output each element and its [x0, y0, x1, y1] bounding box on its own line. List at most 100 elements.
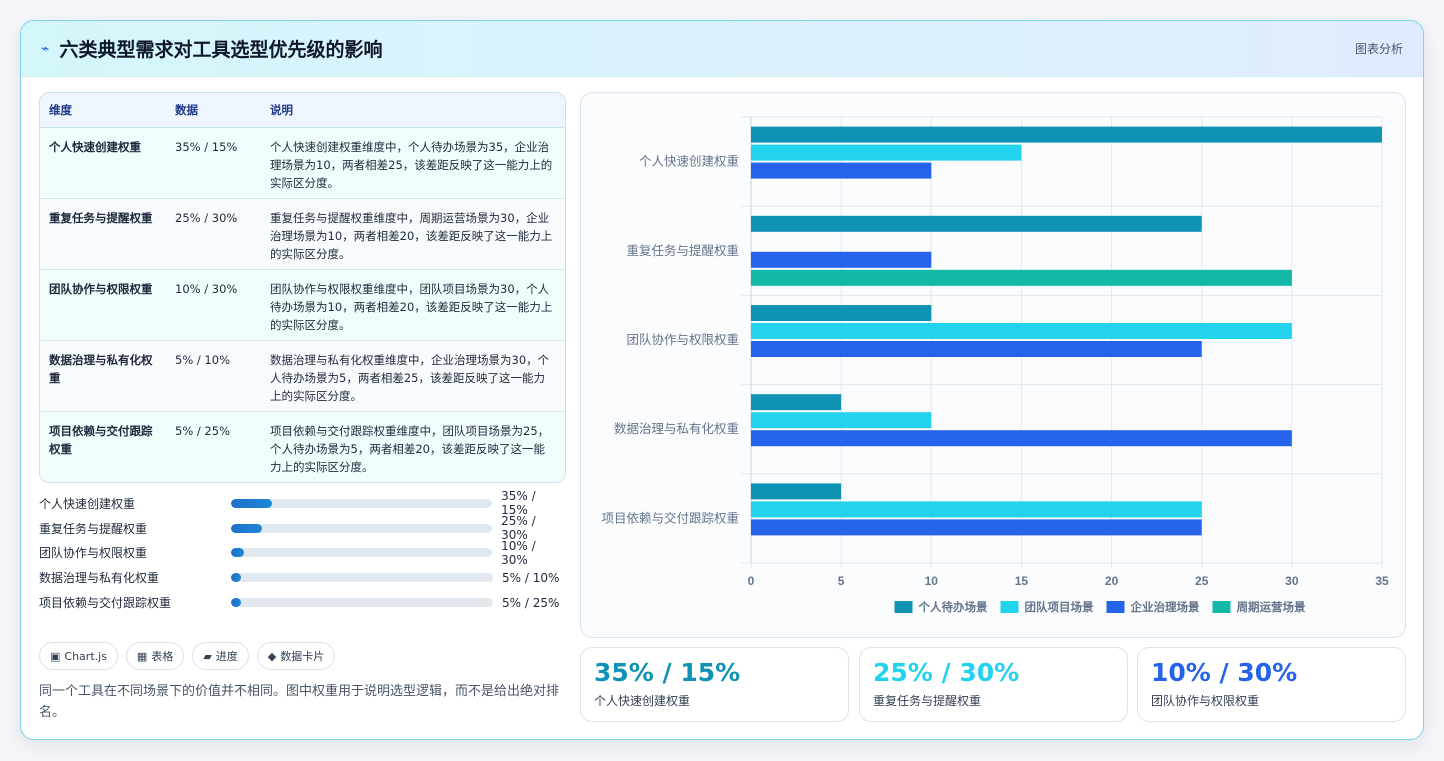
progress-row: 团队协作与权限权重 10% / 30%	[39, 539, 566, 567]
bar	[751, 412, 932, 429]
table-cell-dimension: 个人快速创建权重	[40, 127, 166, 199]
card-header: ⌁ 六类典型需求对工具选型优先级的影响 图表分析	[21, 21, 1423, 77]
bar	[751, 305, 932, 321]
progress-track	[231, 598, 493, 608]
table-header-dimension: 维度	[40, 93, 166, 128]
progress-row: 个人快速创建权重 35% / 15%	[39, 489, 566, 518]
chip-progress[interactable]: ▰ 进度	[192, 642, 249, 670]
table-cell-dimension: 重复任务与提醒权重	[40, 198, 166, 270]
legend-swatch	[1106, 601, 1125, 613]
progress-value: 25% / 30%	[501, 514, 536, 543]
progress-fill	[231, 598, 242, 608]
stat-value: 10% / 30%	[1151, 658, 1298, 687]
x-tick-label: 20	[1105, 574, 1119, 588]
legend-swatch	[1000, 601, 1019, 613]
progress-label: 项目依赖与交付跟踪权重	[39, 596, 172, 611]
table-cell-data: 5% / 25%	[166, 411, 261, 482]
x-tick-label: 15	[1015, 574, 1029, 588]
chip-label: 表格	[151, 650, 174, 663]
diamond-icon: ◆	[267, 649, 277, 663]
table-cell-description: 数据治理与私有化权重维度中，企业治理场景为30，个人待办场景为5，两者相差25，…	[261, 340, 565, 412]
progress-icon: ▰	[203, 649, 212, 663]
table-header-description: 说明	[261, 93, 565, 128]
table-row: 重复任务与提醒权重 25% / 30% 重复任务与提醒权重维度中，周期运营场景为…	[40, 198, 565, 270]
data-table: 维度 数据 说明 个人快速创建权重 35% / 15% 个人快速创建权重维度中，…	[39, 92, 566, 483]
table-row: 团队协作与权限权重 10% / 30% 团队协作与权限权重维度中，团队项目场景为…	[40, 269, 565, 341]
x-tick-label: 10	[925, 574, 939, 588]
bar-chart: 0 5 10 15 20 25 30 35 个人快速创建权重重复任务与提醒权重团队协作与权限权重…	[601, 116, 1389, 614]
progress-fill	[230, 498, 273, 508]
chart-panel: 0 5 10 15 20 25 30 35 个人快速创建权重 重复任务与提醒权重 团队协作与权限权重…	[580, 92, 1406, 638]
progress-label: 数据治理与私有化权重	[39, 571, 160, 586]
table-icon: ▦	[136, 649, 148, 663]
progress-track	[230, 523, 493, 533]
x-tick-label: 5	[838, 574, 845, 588]
progress-value: 5% / 25%	[502, 595, 560, 610]
progress-fill	[230, 523, 262, 533]
chip-row: ▣ Chart.js ▦ 表格 ▰ 进度 ◆ 数据卡片	[39, 642, 336, 670]
table-cell-description: 团队协作与权限权重维度中，团队项目场景为30，个人待办场景为10，两者相差20，…	[261, 269, 565, 341]
bar	[751, 341, 1202, 357]
table-header-data: 数据	[166, 93, 261, 128]
header-tag: 图表分析	[1354, 42, 1403, 56]
stat-value: 35% / 15%	[594, 658, 741, 687]
legend-label: 企业治理场景	[1130, 600, 1200, 614]
progress-label: 团队协作与权限权重	[39, 546, 148, 561]
x-tick-label: 25	[1195, 574, 1209, 588]
progress-value: 35% / 15%	[501, 489, 536, 518]
progress-row: 数据治理与私有化权重 5% / 10%	[39, 565, 566, 590]
table-cell-dimension: 数据治理与私有化权重	[40, 340, 166, 412]
stat-label: 重复任务与提醒权重	[873, 694, 982, 708]
table-cell-description: 个人快速创建权重维度中，个人待办场景为35，企业治理场景为10，两者相差25，该…	[261, 127, 565, 199]
progress-row: 项目依赖与交付跟踪权重 5% / 25%	[39, 590, 566, 615]
bar	[751, 430, 1292, 447]
legend-swatch	[894, 601, 913, 613]
table-cell-dimension: 团队协作与权限权重	[40, 269, 166, 341]
table-row: 项目依赖与交付跟踪权重 5% / 25% 项目依赖与交付跟踪权重维度中，团队项目…	[40, 411, 565, 482]
stat-card: 35% / 15% 个人快速创建权重	[580, 647, 849, 722]
progress-value: 5% / 10%	[502, 570, 560, 585]
chart-icon: ▣	[50, 649, 61, 663]
chip-label: Chart.js	[64, 649, 107, 663]
legend-label: 个人待办场景	[918, 600, 988, 614]
main-card: ⌁ 六类典型需求对工具选型优先级的影响 图表分析 维度 数据 说明 个人快速创建…	[20, 20, 1424, 740]
table-cell-data: 10% / 30%	[166, 269, 261, 341]
y-category-label: 项目依赖与交付跟踪权重	[601, 510, 739, 525]
bar	[751, 215, 1202, 232]
chip-label: 进度	[215, 650, 238, 663]
footnote: 同一个工具在不同场景下的价值并不相同。图中权重用于说明选型逻辑，而不是给出绝对排…	[39, 684, 560, 720]
chip-label: 数据卡片	[280, 650, 325, 663]
page-title: 六类典型需求对工具选型优先级的影响	[59, 39, 383, 61]
stat-label: 个人快速创建权重	[594, 694, 691, 708]
table-cell-data: 35% / 15%	[166, 127, 261, 199]
title-wrap: ⌁ 六类典型需求对工具选型优先级的影响	[41, 35, 382, 62]
table-cell-description: 重复任务与提醒权重维度中，周期运营场景为30，企业治理场景为10，两者相差20，…	[261, 198, 565, 270]
bar	[751, 269, 1292, 286]
chip-table[interactable]: ▦ 表格	[125, 642, 185, 670]
bar	[751, 519, 1202, 536]
table-cell-data: 25% / 30%	[166, 198, 261, 270]
legend-label: 团队项目场景	[1025, 600, 1094, 614]
progress-track	[231, 573, 493, 583]
table-cell-dimension: 项目依赖与交付跟踪权重	[40, 411, 166, 482]
chip-data-card[interactable]: ◆ 数据卡片	[256, 642, 336, 670]
bar	[751, 483, 842, 500]
progress-fill	[230, 548, 244, 558]
bar	[751, 394, 842, 411]
table-header-row: 维度 数据 说明	[40, 93, 565, 128]
bar	[751, 162, 932, 179]
x-tick-label: 35	[1375, 574, 1389, 588]
stat-label: 团队协作与权限权重	[1151, 694, 1260, 708]
table-cell-description: 项目依赖与交付跟踪权重维度中，团队项目场景为25，个人待办场景为5，两者相差20…	[261, 411, 565, 482]
x-tick-label: 30	[1285, 574, 1299, 588]
table-row: 数据治理与私有化权重 5% / 10% 数据治理与私有化权重维度中，企业治理场景…	[40, 340, 565, 412]
table-cell-data: 5% / 10%	[166, 340, 261, 412]
legend-label: 周期运营场景	[1237, 600, 1306, 614]
y-category-label: 重复任务与提醒权重	[626, 243, 739, 258]
chip-chartjs[interactable]: ▣ Chart.js	[39, 642, 118, 670]
progress-row: 重复任务与提醒权重 25% / 30%	[39, 514, 566, 543]
progress-fill	[231, 573, 242, 583]
y-category-label: 团队协作与权限权重	[626, 332, 739, 347]
bar	[751, 323, 1292, 339]
stat-value: 25% / 30%	[873, 658, 1020, 687]
